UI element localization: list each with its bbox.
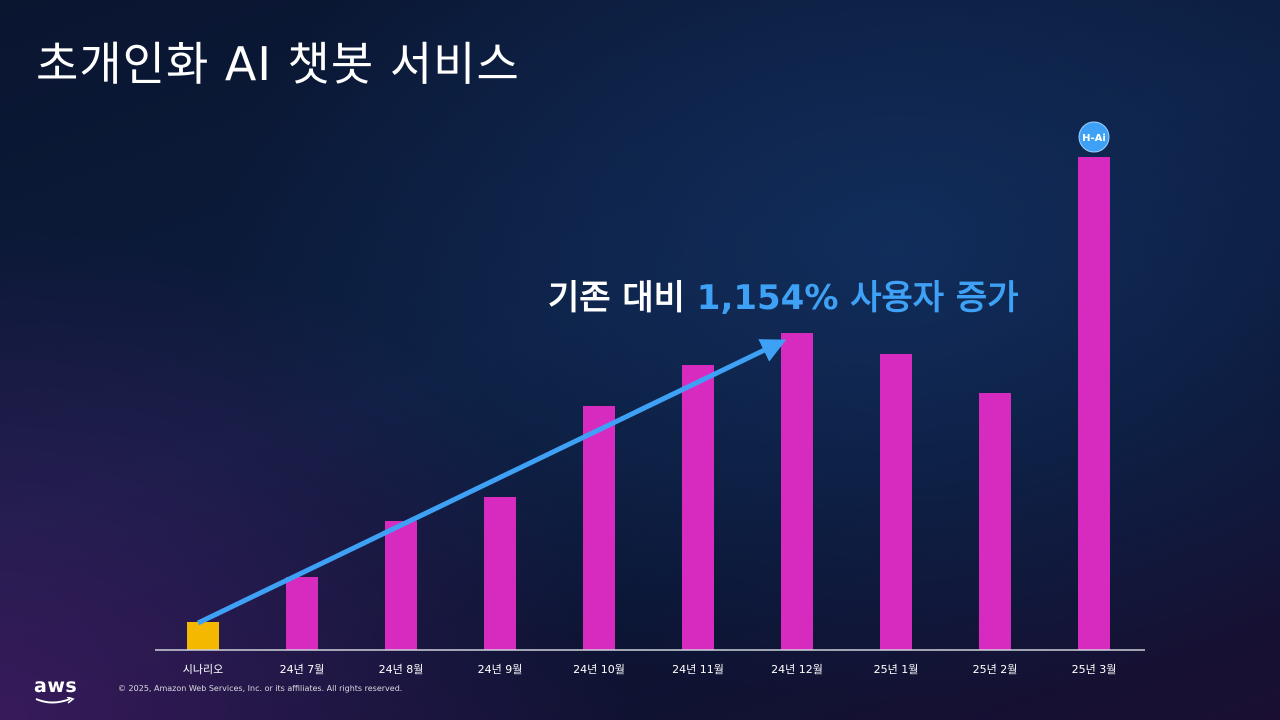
h-ai-badge-label: H-Ai: [1082, 133, 1106, 144]
headline-highlight: 1,154% 사용자 증가: [696, 278, 1019, 318]
x-tick-label: 24년 12월: [771, 663, 823, 676]
bar-1: [286, 577, 318, 650]
bar-7: [880, 354, 912, 650]
bar-2: [385, 521, 417, 650]
x-tick-label: 25년 3월: [1072, 663, 1117, 676]
headline-prefix: 기존 대비: [548, 278, 697, 318]
bar-5: [682, 365, 714, 650]
copyright-text: © 2025, Amazon Web Services, Inc. or its…: [118, 684, 403, 693]
trend-arrow: [196, 339, 787, 626]
bar-8: [979, 393, 1011, 650]
bar-0: [187, 622, 219, 650]
headline: 기존 대비 1,154% 사용자 증가: [548, 270, 1018, 319]
bar-group: [187, 157, 1110, 650]
x-tick-label: 24년 7월: [280, 663, 325, 676]
x-tick-label: 24년 9월: [478, 663, 523, 676]
chart-overlay: H-Ai: [196, 121, 1110, 626]
aws-logo: aws: [34, 675, 78, 697]
x-tick-label: 시나리오: [183, 663, 223, 676]
bar-6: [781, 333, 813, 650]
x-tick-label: 24년 11월: [672, 663, 724, 676]
bar-9: [1078, 157, 1110, 650]
x-tick-labels: 시나리오 24년 7월 24년 8월 24년 9월 24년 10월 24년 11월 24년 …: [183, 663, 1117, 676]
x-tick-label: 25년 1월: [874, 663, 919, 676]
slide-title: 초개인화 AI 챗봇 서비스: [36, 37, 520, 91]
x-tick-label: 24년 10월: [573, 663, 625, 676]
x-tick-label: 24년 8월: [379, 663, 424, 676]
aws-smile-icon: [35, 697, 75, 704]
h-ai-badge-icon: [1078, 121, 1110, 153]
x-tick-label: 25년 2월: [973, 663, 1018, 676]
bar-3: [484, 497, 516, 650]
bar-4: [583, 406, 615, 650]
